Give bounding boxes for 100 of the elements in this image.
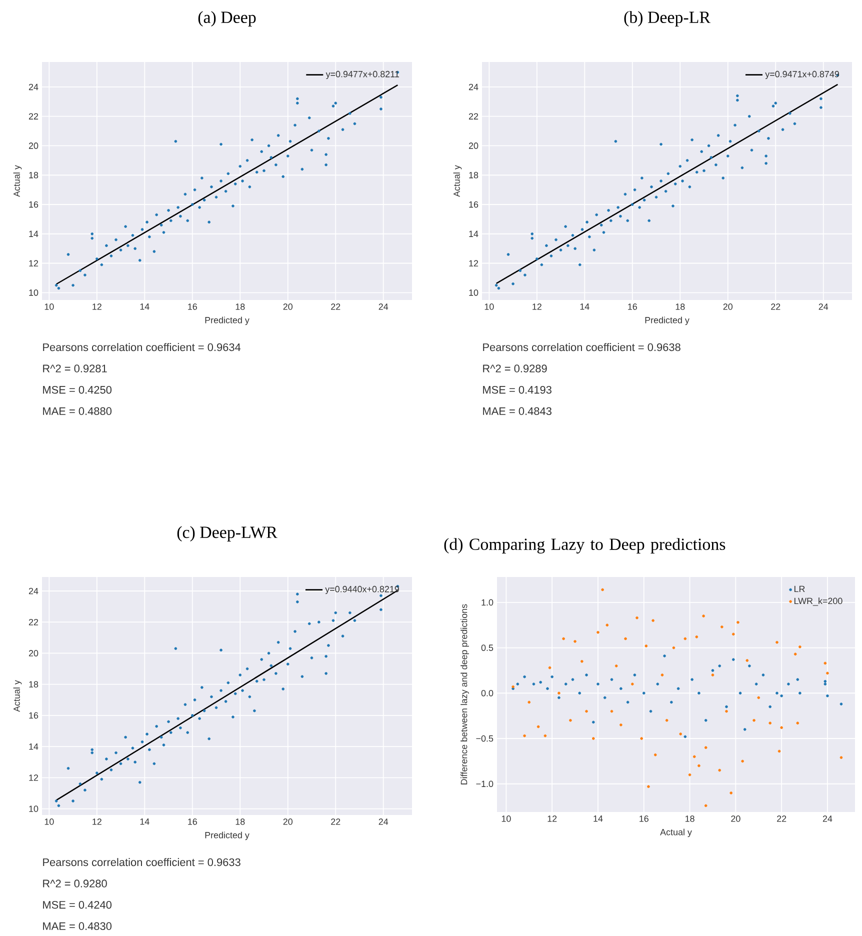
text: R^2 = 0.9280 bbox=[43, 880, 107, 888]
text: MAE = 0.4830 bbox=[43, 922, 112, 930]
x-axis-title: Predicted y bbox=[205, 316, 250, 326]
x-tick-label: 22 bbox=[331, 304, 340, 310]
y-tick-label: −0.5 bbox=[476, 735, 494, 742]
x-tick-label: 16 bbox=[188, 818, 197, 825]
point bbox=[688, 773, 692, 776]
point bbox=[692, 755, 696, 758]
y-tick-label: 24 bbox=[28, 588, 38, 594]
point bbox=[718, 664, 722, 668]
point bbox=[647, 785, 650, 788]
y-tick-label: 10 bbox=[29, 289, 38, 296]
point bbox=[665, 718, 668, 722]
y-tick-label: 10 bbox=[469, 289, 478, 296]
point bbox=[762, 674, 765, 676]
point bbox=[826, 694, 829, 698]
point bbox=[679, 732, 682, 736]
x-axis-title: Predicted y bbox=[205, 832, 250, 840]
point bbox=[743, 728, 746, 731]
point bbox=[601, 588, 604, 592]
point bbox=[578, 692, 582, 695]
point bbox=[725, 705, 728, 708]
point bbox=[610, 710, 614, 713]
point bbox=[626, 700, 630, 704]
point bbox=[684, 735, 687, 738]
point bbox=[620, 723, 622, 726]
y-tick-label: 12 bbox=[29, 774, 38, 781]
text: MAE = 0.4843 bbox=[483, 407, 552, 415]
x-tick-label: 22 bbox=[331, 818, 340, 825]
point bbox=[718, 768, 722, 772]
x-axis-title: Actual y bbox=[660, 828, 692, 838]
x-tick-label: 14 bbox=[580, 304, 590, 310]
point bbox=[596, 630, 600, 634]
y-tick-label: 1.0 bbox=[482, 599, 494, 606]
y-axis-title: Actual y bbox=[13, 165, 22, 197]
text: MSE = 0.4240 bbox=[43, 900, 112, 909]
point bbox=[778, 750, 781, 753]
point bbox=[840, 756, 843, 759]
x-tick-label: 20 bbox=[283, 818, 293, 825]
y-tick-label: 12 bbox=[29, 260, 38, 266]
point bbox=[798, 692, 802, 695]
point bbox=[580, 660, 584, 663]
point bbox=[548, 666, 552, 670]
point bbox=[660, 674, 664, 676]
point bbox=[633, 674, 636, 676]
point bbox=[824, 682, 827, 686]
x-tick-label: 10 bbox=[44, 304, 54, 310]
point bbox=[736, 620, 740, 624]
point bbox=[569, 718, 572, 722]
point bbox=[698, 764, 700, 768]
point bbox=[695, 635, 698, 638]
y-tick-label: 22 bbox=[28, 618, 38, 626]
chart-title: (d) Comparing Lazy to Deep predictions bbox=[444, 538, 726, 554]
point bbox=[571, 678, 574, 681]
y-tick-label: 14 bbox=[29, 743, 38, 750]
point bbox=[558, 696, 560, 700]
legend-label: y=0.9440x+0.8219 bbox=[325, 586, 399, 594]
point bbox=[754, 682, 758, 686]
point bbox=[684, 637, 687, 640]
point bbox=[780, 694, 783, 698]
point bbox=[539, 680, 542, 684]
point bbox=[544, 734, 547, 738]
x-tick-label: 12 bbox=[532, 304, 542, 310]
point bbox=[798, 645, 802, 648]
point bbox=[606, 624, 609, 626]
y-tick-label: −1.0 bbox=[476, 780, 494, 788]
point bbox=[670, 700, 673, 704]
point bbox=[704, 718, 708, 722]
point bbox=[824, 662, 827, 665]
x-tick-label: 18 bbox=[236, 304, 245, 310]
point bbox=[768, 722, 772, 724]
point bbox=[704, 804, 708, 808]
y-axis-title: Actual y bbox=[453, 165, 462, 197]
point bbox=[654, 753, 657, 756]
point bbox=[546, 687, 549, 690]
chart-title: (b) Deep-LR bbox=[624, 11, 710, 26]
y-tick-label: 12 bbox=[469, 260, 478, 266]
point bbox=[596, 682, 600, 686]
point bbox=[624, 637, 627, 640]
point bbox=[631, 682, 634, 686]
y-tick-label: 22 bbox=[28, 113, 38, 120]
point bbox=[558, 692, 560, 695]
point bbox=[592, 720, 595, 724]
point bbox=[550, 675, 554, 678]
y-tick-label: 16 bbox=[469, 201, 478, 208]
point bbox=[528, 700, 531, 704]
point bbox=[741, 760, 744, 763]
point bbox=[840, 702, 843, 706]
x-tick-label: 12 bbox=[92, 818, 102, 825]
x-tick-label: 18 bbox=[236, 818, 245, 825]
text: Pearsons correlation coefficient = 0.9633 bbox=[43, 858, 240, 866]
point bbox=[644, 644, 648, 648]
y-tick-label: 18 bbox=[29, 681, 38, 688]
point bbox=[780, 726, 783, 730]
point bbox=[656, 682, 660, 686]
x-tick-label: 22 bbox=[777, 816, 786, 822]
legend-label: LWR_k=200 bbox=[794, 598, 842, 606]
point bbox=[748, 664, 751, 668]
point bbox=[704, 746, 708, 749]
point bbox=[676, 687, 680, 690]
